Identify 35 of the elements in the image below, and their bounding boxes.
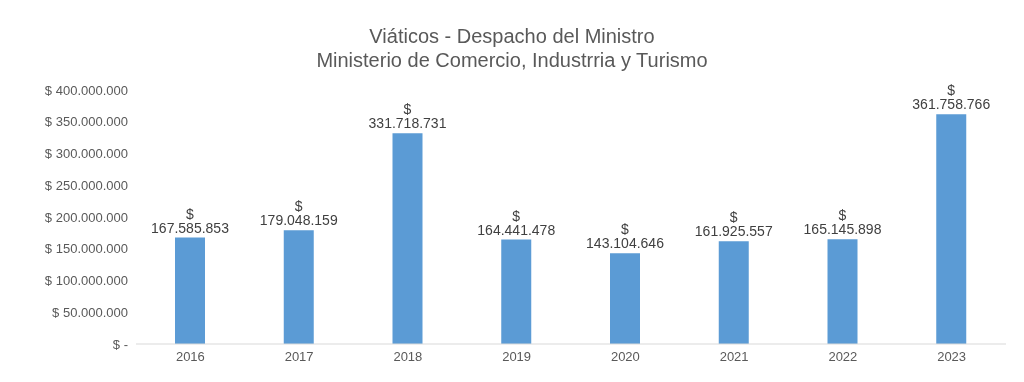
- bar: [283, 230, 314, 344]
- bar: [392, 133, 423, 344]
- bar: [936, 114, 967, 344]
- data-label: $ 167.585.853: [151, 205, 230, 236]
- y-tick-label: $ -: [112, 336, 128, 352]
- x-tick-label: 2019: [502, 349, 532, 365]
- y-tick-label: $ 200.000.000: [44, 209, 128, 225]
- bar: [501, 239, 532, 344]
- y-tick-label: $ 50.000.000: [52, 304, 128, 320]
- x-tick-label: 2018: [393, 349, 423, 365]
- bar: [827, 239, 858, 344]
- data-label: $ 331.718.731: [368, 101, 447, 132]
- x-tick-label: 2022: [828, 349, 858, 365]
- chart-subtitle: Ministerio de Comercio, Industrria y Turismo: [315, 48, 709, 72]
- y-tick-label: $ 300.000.000: [44, 146, 128, 162]
- data-label: $ 143.104.646: [586, 221, 665, 252]
- data-label: $ 164.441.478: [477, 207, 556, 238]
- data-label: $ 179.048.159: [259, 198, 338, 229]
- y-tick-label: $ 100.000.000: [44, 273, 128, 289]
- x-tick-label: 2021: [719, 349, 749, 365]
- data-label: $ 165.145.898: [803, 207, 882, 238]
- x-tick-label: 2016: [175, 349, 205, 365]
- x-tick-label: 2020: [610, 349, 640, 365]
- bar: [175, 237, 205, 344]
- y-tick-label: $ 250.000.000: [44, 177, 128, 193]
- data-label: $ 361.758.766: [912, 82, 991, 113]
- y-tick-label: $ 350.000.000: [44, 114, 128, 130]
- bar: [718, 241, 749, 344]
- bar: [610, 253, 640, 344]
- x-tick-label: 2017: [284, 349, 314, 365]
- y-tick-label: $ 400.000.000: [44, 82, 128, 98]
- data-label: $ 161.925.557: [694, 209, 773, 240]
- y-tick-label: $ 150.000.000: [44, 241, 128, 257]
- chart-title: Viáticos - Despacho del Ministro: [368, 24, 656, 48]
- x-tick-label: 2023: [937, 349, 967, 365]
